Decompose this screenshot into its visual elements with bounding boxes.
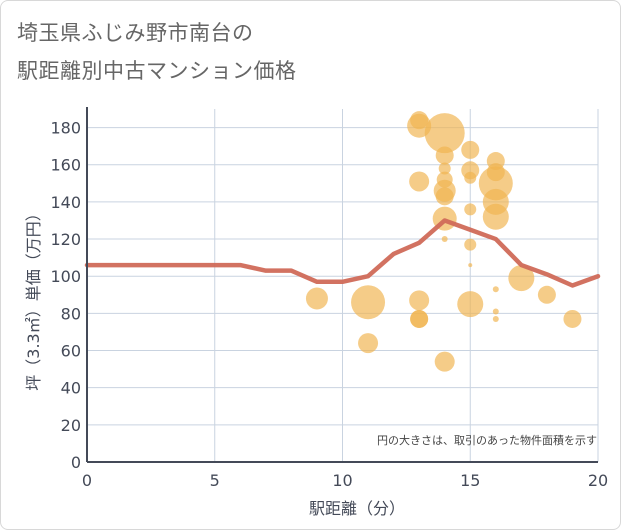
bubble-point (305, 287, 328, 310)
y-tick-label: 140 (50, 193, 81, 212)
bubble-point (435, 187, 454, 206)
trend-line-layer (84, 218, 601, 288)
x-tick-label: 10 (332, 471, 352, 490)
bubble-point (410, 309, 429, 328)
y-tick-label: 120 (50, 230, 81, 249)
bubble-point (457, 291, 484, 318)
bubble-point (464, 238, 477, 251)
chart-title-line1: 埼玉県ふじみ野市南台の (17, 21, 254, 45)
bubble-point (441, 236, 448, 243)
bubble-point (409, 290, 430, 311)
bubble-point (438, 162, 451, 175)
y-tick-label: 40 (61, 379, 81, 398)
grid-lines (87, 109, 599, 462)
bubble-point (482, 203, 509, 230)
y-tick-label: 100 (50, 267, 81, 286)
axes: 0 20 40 60 80 100 120 140 160 180 0 5 10 15 20 (50, 107, 608, 490)
bubble-point (468, 263, 473, 268)
y-tick-label: 60 (61, 342, 81, 361)
bubble-point (537, 285, 556, 304)
bubble-point (434, 351, 455, 372)
y-tick-label: 160 (50, 156, 81, 175)
bubble-point (409, 171, 430, 192)
x-tick-label: 5 (210, 471, 220, 490)
chart-title-line2: 駅距離別中古マンション価格 (17, 59, 297, 83)
size-note: 円の大きさは、取引のあった物件面積を示す (377, 433, 597, 447)
y-axis-label: 坪（3.3㎡）単価（万円） (24, 205, 43, 390)
x-tick-label: 0 (82, 471, 92, 490)
y-tick-label: 180 (50, 119, 81, 138)
bubble-point (464, 171, 477, 184)
bubble-point (435, 146, 454, 165)
bubble-point (492, 308, 499, 315)
bubble-point (492, 315, 499, 322)
bubble-point (351, 285, 386, 320)
bubble-point (358, 333, 379, 354)
bubble-point (563, 309, 582, 328)
bubble-point (424, 113, 465, 154)
bubble-point (464, 203, 477, 216)
bubble-point (410, 111, 429, 130)
y-tick-label: 0 (71, 453, 81, 472)
x-axis-label: 駅距離（分） (309, 499, 405, 518)
bubble-layer (305, 111, 582, 372)
bubble-point (478, 166, 513, 201)
bubble-point (508, 265, 535, 292)
bubble-point (492, 286, 499, 293)
bubble-point (461, 140, 480, 159)
average-price-line (84, 218, 601, 288)
x-tick-label: 15 (460, 471, 480, 490)
y-tick-label: 20 (61, 416, 81, 435)
x-tick-label: 20 (588, 471, 608, 490)
y-tick-label: 80 (61, 304, 81, 323)
